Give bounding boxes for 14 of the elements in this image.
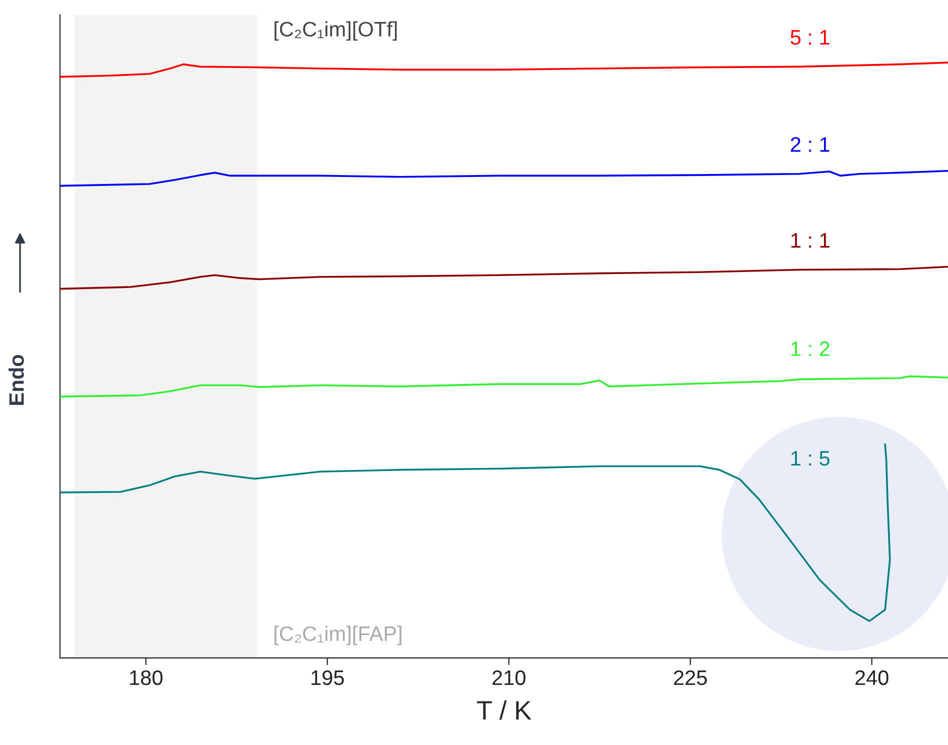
series-label: 1 : 1 (791, 233, 830, 248)
x-tick-label: 180 (130, 670, 162, 686)
x-tick-label: 225 (674, 670, 707, 686)
series-label: 1 : 2 (791, 341, 830, 356)
x-tick-label: 195 (312, 670, 344, 686)
series-label: 5 : 1 (790, 30, 830, 45)
series-label: 2 : 1 (790, 137, 830, 152)
x-tick-label: 210 (492, 670, 526, 686)
annotation: [C₂C₁im][FAP] (274, 626, 402, 646)
text: [C₂C₁im][OTf] (274, 21, 397, 41)
x-tick-label: 240 (855, 670, 888, 686)
text: 1 : 5 (791, 451, 830, 466)
y-axis-title: Endo (8, 354, 24, 405)
x-axis-title: T / K (476, 700, 532, 720)
